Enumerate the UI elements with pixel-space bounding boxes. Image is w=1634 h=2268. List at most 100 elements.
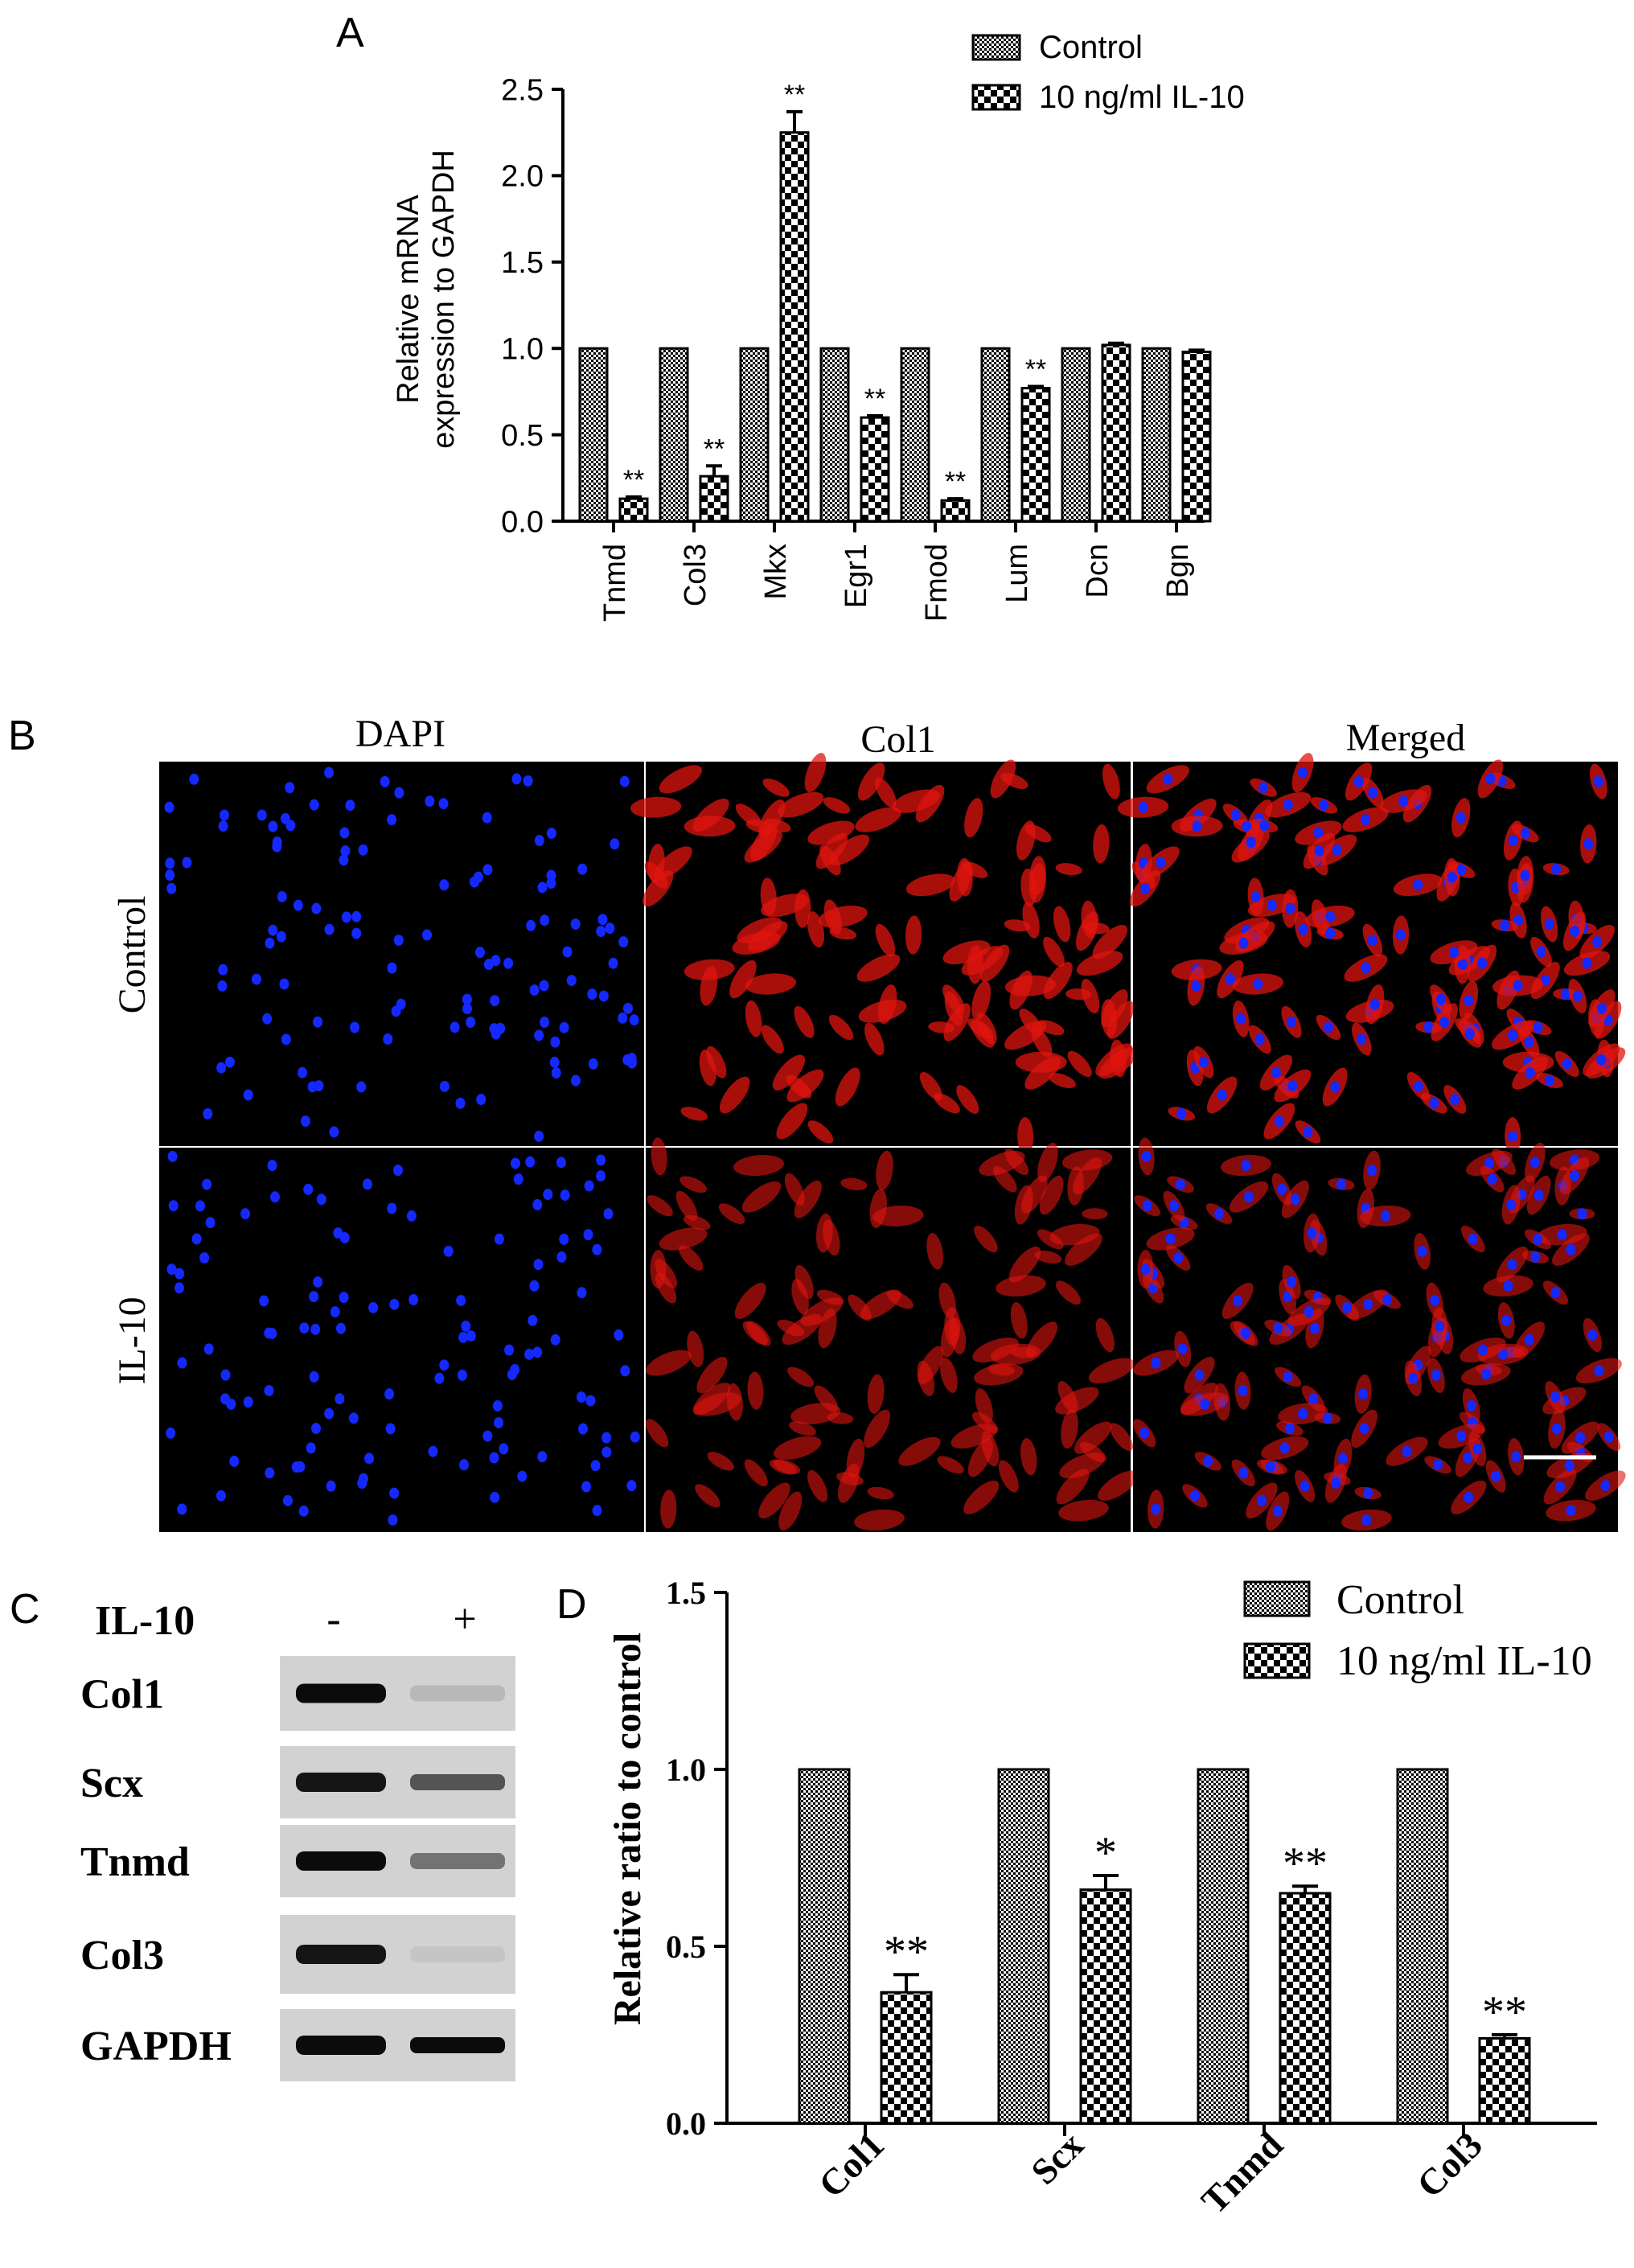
- cell-nucleus: [1380, 1210, 1390, 1222]
- cell-nucleus: [1544, 918, 1554, 931]
- cell-nucleus: [351, 910, 362, 922]
- cell-nucleus: [1332, 844, 1342, 856]
- panel-label-c: C: [10, 1586, 40, 1633]
- cell-nucleus: [1338, 1452, 1349, 1465]
- cell-nucleus: [1287, 1080, 1298, 1092]
- cell-nucleus: [1529, 1157, 1540, 1169]
- cell-cytoplasm: [971, 980, 991, 1021]
- cell-nucleus: [1287, 1016, 1297, 1028]
- cell-nucleus: [1550, 1391, 1560, 1403]
- cell-nucleus: [1303, 1126, 1313, 1138]
- cell-nucleus: [1561, 988, 1571, 1000]
- cell-nucleus: [1430, 1295, 1440, 1307]
- cell-cytoplasm: [1058, 1499, 1109, 1522]
- cell-cytoplasm: [734, 1282, 766, 1320]
- bar-il10: [699, 475, 729, 523]
- cell-cytoplasm: [1008, 1246, 1041, 1283]
- cell-nucleus: [596, 925, 606, 937]
- cell-nucleus: [1413, 1080, 1423, 1092]
- cell-nucleus: [220, 1369, 231, 1381]
- column-header-col1: Col1: [860, 718, 935, 761]
- cell-nucleus: [1555, 1481, 1566, 1493]
- cell-nucleus: [1536, 946, 1546, 958]
- cell-cytoplasm: [650, 1250, 667, 1289]
- cell-nucleus: [341, 911, 351, 923]
- cell-nucleus: [1256, 1494, 1267, 1506]
- cell-nucleus: [392, 1165, 403, 1177]
- cell-nucleus: [473, 871, 483, 883]
- cell-nucleus: [1242, 820, 1252, 832]
- cell-nucleus: [1533, 1189, 1544, 1202]
- y-tick-label: 1.5: [501, 246, 544, 280]
- cell-nucleus: [291, 1461, 302, 1473]
- cell-nucleus: [513, 1173, 523, 1185]
- cell-nucleus: [576, 1391, 586, 1403]
- cell-nucleus: [356, 1081, 367, 1093]
- cell-nucleus: [1450, 1094, 1460, 1106]
- significance-marker: **: [704, 433, 725, 464]
- cell-nucleus: [216, 1062, 227, 1074]
- cell-nucleus: [533, 1259, 544, 1271]
- cell-cytoplasm: [1037, 1142, 1058, 1182]
- cell-nucleus: [1236, 1013, 1246, 1025]
- cell-nucleus: [585, 1395, 596, 1407]
- cell-nucleus: [1596, 1054, 1607, 1066]
- cell-nucleus: [1225, 973, 1235, 985]
- cell-nucleus: [240, 1208, 251, 1220]
- cell-nucleus: [1238, 937, 1249, 949]
- cell-cytoplasm: [762, 778, 790, 797]
- cell-nucleus: [387, 1202, 397, 1214]
- cell-nucleus: [1250, 890, 1261, 902]
- cell-nucleus: [551, 1067, 561, 1079]
- cell-nucleus: [358, 844, 368, 856]
- panel-a: A Control 10 ng/ml IL-10 Relative mRNA e…: [336, 10, 1245, 622]
- cell-nucleus: [177, 1503, 187, 1515]
- cell-nucleus: [1313, 827, 1324, 839]
- cell-nucleus: [1198, 1056, 1209, 1068]
- cell-nucleus: [264, 1385, 274, 1397]
- cell-nucleus: [203, 1107, 213, 1120]
- cell-cytoplasm: [1037, 1229, 1064, 1250]
- cell-nucleus: [1564, 1460, 1574, 1472]
- cell-nucleus: [1277, 1183, 1287, 1195]
- cell-nucleus: [475, 947, 486, 959]
- cell-cytoplasm: [769, 1459, 797, 1475]
- x-category-label: Mkx: [759, 544, 793, 600]
- cell-nucleus: [1466, 1400, 1476, 1412]
- x-category-label: Dcn: [1081, 544, 1115, 598]
- cell-cytoplasm: [815, 1213, 833, 1253]
- cell-nucleus: [1524, 1333, 1534, 1346]
- cell-cytoplasm: [1082, 1208, 1108, 1220]
- cell-nucleus: [316, 1194, 326, 1206]
- cell-nucleus: [336, 1322, 347, 1334]
- cell-nucleus: [1230, 809, 1241, 821]
- lane-label-plus: +: [453, 1596, 476, 1642]
- cell-nucleus: [1308, 1393, 1319, 1405]
- cell-nucleus: [384, 1388, 395, 1400]
- cell-nucleus: [1520, 869, 1530, 881]
- cell-cytoplasm: [745, 973, 796, 995]
- cell-nucleus: [1596, 1002, 1607, 1014]
- cell-nucleus: [243, 1089, 253, 1101]
- cell-cytoplasm: [886, 1290, 913, 1309]
- cell-cytoplasm: [956, 1085, 979, 1114]
- cell-cytoplasm: [1004, 975, 1057, 996]
- cell-nucleus: [490, 1491, 500, 1503]
- cell-nucleus: [303, 1183, 314, 1195]
- cell-nucleus: [229, 1455, 240, 1467]
- cell-cytoplasm: [974, 1225, 998, 1253]
- cell-nucleus: [577, 1423, 588, 1435]
- cell-cytoplasm: [729, 959, 757, 999]
- cell-cytoplasm: [1067, 1050, 1092, 1078]
- cell-cytoplasm: [854, 1509, 905, 1531]
- cell-cytoplasm: [1010, 1302, 1028, 1339]
- cell-nucleus: [1464, 995, 1474, 1007]
- cell-nucleus: [588, 1058, 598, 1070]
- cell-nucleus: [1298, 766, 1308, 779]
- cell-nucleus: [1259, 820, 1270, 832]
- cell-nucleus: [368, 1301, 379, 1313]
- cell-nucleus: [1572, 990, 1583, 1002]
- x-category-label: Fmod: [920, 544, 954, 622]
- cell-nucleus: [299, 1322, 310, 1334]
- cell-nucleus: [1138, 801, 1148, 813]
